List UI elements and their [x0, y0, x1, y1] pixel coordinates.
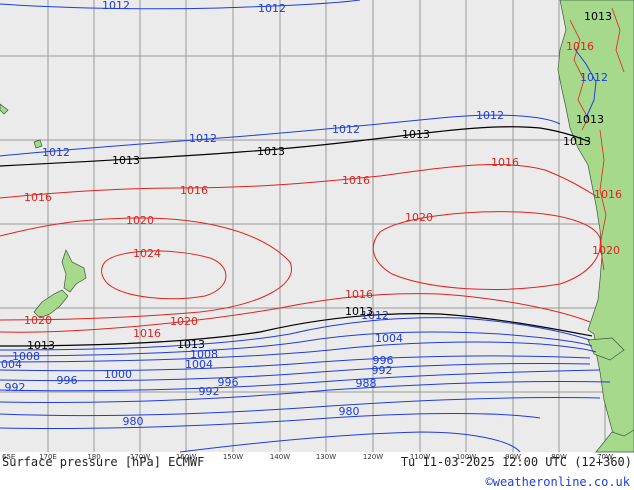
lon-tick: 70W — [597, 453, 613, 461]
label-1013-south-b: 1013 — [27, 339, 55, 352]
lon-tick: 90W — [505, 453, 521, 461]
label-1016-south-b: 1016 — [345, 288, 373, 301]
isobar-1012-north — [0, 114, 561, 157]
lon-tick: 170W — [130, 453, 150, 461]
label-992-c: 992 — [372, 364, 393, 377]
isobar-984 — [0, 396, 601, 417]
isobar-1013-south — [0, 313, 593, 347]
isobar-1012-south — [0, 317, 591, 351]
label-1008-a: 1008 — [12, 350, 40, 363]
map-background — [0, 0, 634, 452]
label-996-c: 996 — [373, 354, 394, 367]
isobar-1000 — [0, 355, 591, 372]
label-1020-b: 1020 — [24, 314, 52, 327]
antarctic-peninsula-land — [595, 429, 634, 453]
label-988: 988 — [356, 377, 377, 390]
label-1016-f: 1016 — [594, 188, 622, 201]
isobar-996 — [0, 362, 591, 382]
label-1013-south-a: 1013 — [345, 305, 373, 318]
longitude-ticks: 65E 170E 180 170W 160W 150W 140W 130W 12… — [2, 453, 613, 461]
label-1000: 1000 — [104, 368, 132, 381]
label-1012-mid-b: 1012 — [332, 123, 360, 136]
lon-tick: 110W — [410, 453, 430, 461]
isobar-1008 — [0, 331, 593, 357]
isobar-1012-top — [0, 0, 361, 10]
isobar-1004 — [0, 341, 597, 363]
label-1020-a: 1020 — [126, 214, 154, 227]
lon-tick: 140W — [270, 453, 290, 461]
lon-tick: 65E — [2, 453, 15, 461]
andes-relief — [569, 7, 625, 271]
south-america-land — [557, 0, 634, 453]
label-1012-top-b: 1012 — [258, 2, 286, 15]
map-title: Surface pressure [hPa] ECMWF — [2, 455, 204, 469]
label-1024: 1024 — [133, 247, 161, 260]
label-1012-south: 1012 — [361, 309, 389, 322]
label-1020-e: 1020 — [592, 244, 620, 257]
label-1012-mid-c: 1012 — [476, 109, 504, 122]
label-1013-f: 1013 — [576, 113, 604, 126]
lon-tick: 100W — [456, 453, 476, 461]
label-1012-coast: 1012 — [580, 71, 608, 84]
label-1012-fiji: 1012 — [42, 146, 70, 159]
label-980-b: 980 — [339, 405, 360, 418]
low-pressure-isobars — [0, 0, 611, 453]
isobar-1024 — [101, 250, 227, 300]
label-1016-e: 1016 — [566, 40, 594, 53]
lon-tick: 130W — [316, 453, 336, 461]
label-1016-south-a: 1016 — [133, 327, 161, 340]
fiji-islands — [33, 139, 43, 149]
credit-text: ©weatheronline.co.uk — [486, 475, 631, 489]
label-992-b: 992 — [199, 385, 220, 398]
isobar-1020-east — [372, 211, 601, 290]
label-1016-c: 1016 — [342, 174, 370, 187]
label-1013-c: 1013 — [402, 128, 430, 141]
label-1012-top-a: 1012 — [102, 0, 130, 12]
label-996-b: 996 — [218, 376, 239, 389]
lon-tick: 180 — [87, 453, 100, 461]
label-1020-d: 1020 — [405, 211, 433, 224]
land-masses — [0, 0, 634, 453]
label-1016-d: 1016 — [491, 156, 519, 169]
new-zealand-north-island — [61, 249, 87, 293]
isobar-labels: 1012 1012 1012 1012 1012 1012 1012 1012 … — [0, 0, 622, 428]
new-zealand-south-island — [33, 289, 69, 319]
isobar-980 — [0, 413, 541, 430]
tierra-del-fuego-land — [587, 337, 625, 361]
isobar-988 — [0, 380, 611, 403]
label-1016-b: 1016 — [180, 184, 208, 197]
label-1020-c: 1020 — [170, 315, 198, 328]
lon-tick: 150W — [223, 453, 243, 461]
isobar-992 — [0, 369, 601, 392]
lon-tick: 170E — [39, 453, 57, 461]
label-1013-a: 1013 — [112, 154, 140, 167]
isobar-1016-north — [0, 163, 597, 199]
label-1013-d: 1013 — [563, 135, 591, 148]
label-996-a: 996 — [57, 374, 78, 387]
valid-time: Tu 11-03-2025 12:00 UTC (12+360) — [401, 455, 632, 469]
label-992-a: 992 — [5, 381, 26, 394]
new-caledonia — [0, 103, 9, 115]
label-1012-mid-a: 1012 — [189, 132, 217, 145]
label-1004-b: 1004 — [185, 358, 213, 371]
label-1004-c: 1004 — [375, 332, 403, 345]
label-1013-e: 1013 — [584, 10, 612, 23]
label-1004-a: 1004 — [0, 358, 22, 371]
label-980-a: 980 — [123, 415, 144, 428]
isobar-1013-north — [0, 126, 591, 167]
isobar-976 — [179, 431, 521, 453]
label-1013-b: 1013 — [257, 145, 285, 158]
high-pressure-isobars — [0, 163, 601, 333]
reference-isobars — [0, 126, 593, 347]
isobar-1020-west — [0, 217, 292, 321]
lon-tick: 120W — [363, 453, 383, 461]
label-1016-a: 1016 — [24, 191, 52, 204]
lon-tick: 80W — [551, 453, 567, 461]
label-1013-south-c: 1013 — [177, 338, 205, 351]
lon-tick: 160W — [176, 453, 196, 461]
isobar-1016-south — [0, 293, 591, 333]
label-1008-b: 1008 — [190, 348, 218, 361]
isobar-1012-coast — [573, 47, 597, 119]
